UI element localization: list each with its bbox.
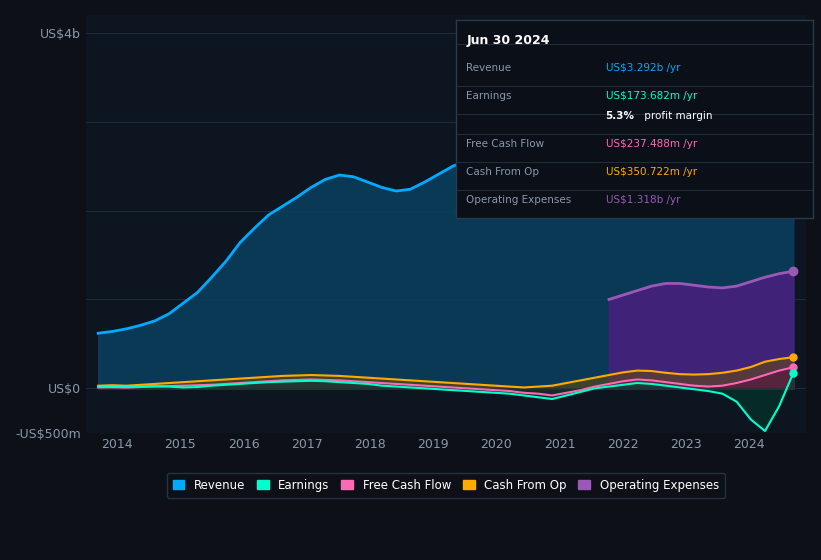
Text: US$3.292b /yr: US$3.292b /yr [606,63,680,73]
Text: Operating Expenses: Operating Expenses [466,194,571,204]
Text: Free Cash Flow: Free Cash Flow [466,139,544,149]
Text: Jun 30 2024: Jun 30 2024 [466,34,550,46]
Text: US$173.682m /yr: US$173.682m /yr [606,91,697,101]
Text: US$237.488m /yr: US$237.488m /yr [606,139,697,149]
Text: 5.3%: 5.3% [606,111,635,121]
Text: Cash From Op: Cash From Op [466,167,539,177]
Text: Earnings: Earnings [466,91,511,101]
Text: profit margin: profit margin [641,111,713,121]
Text: US$1.318b /yr: US$1.318b /yr [606,194,680,204]
Text: Revenue: Revenue [466,63,511,73]
Legend: Revenue, Earnings, Free Cash Flow, Cash From Op, Operating Expenses: Revenue, Earnings, Free Cash Flow, Cash … [167,473,725,498]
Text: US$350.722m /yr: US$350.722m /yr [606,167,697,177]
